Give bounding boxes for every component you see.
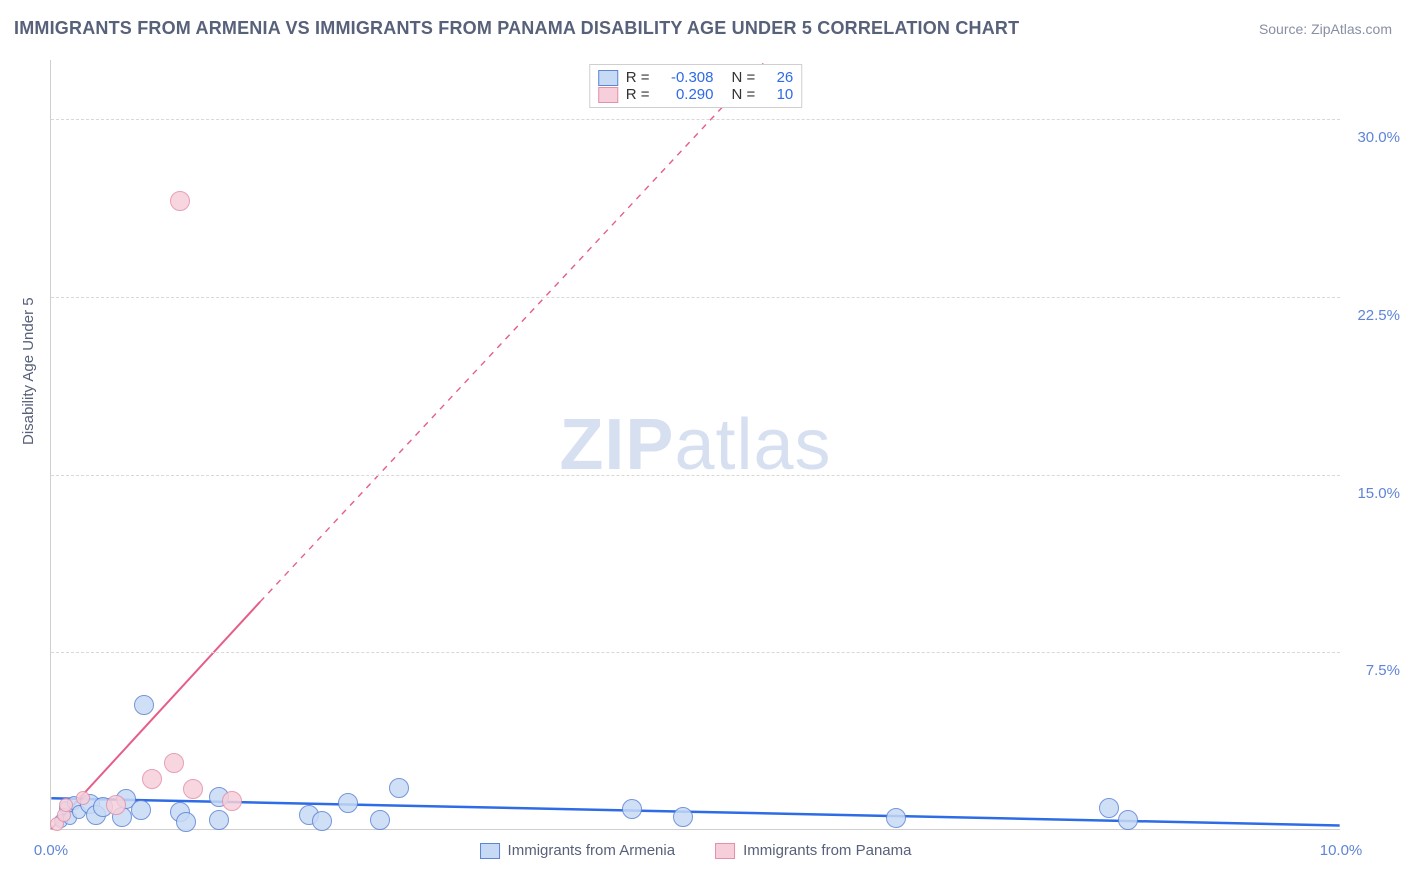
chart-header: IMMIGRANTS FROM ARMENIA VS IMMIGRANTS FR… (14, 18, 1392, 39)
data-point-armenia[interactable] (370, 810, 390, 830)
stats-legend: R = -0.308 N = 26 R = 0.290 N = 10 (589, 64, 803, 108)
data-point-panama[interactable] (142, 769, 162, 789)
gridline (51, 652, 1340, 653)
swatch-icon (598, 87, 618, 103)
legend-entry-armenia[interactable]: Immigrants from Armenia (480, 842, 676, 859)
y-tick-label: 22.5% (1348, 307, 1400, 324)
y-axis-title: Disability Age Under 5 (20, 297, 37, 445)
data-point-armenia[interactable] (131, 800, 151, 820)
data-point-armenia[interactable] (886, 808, 906, 828)
data-point-panama[interactable] (164, 753, 184, 773)
chart-title: IMMIGRANTS FROM ARMENIA VS IMMIGRANTS FR… (14, 18, 1019, 39)
data-point-panama[interactable] (183, 779, 203, 799)
data-point-armenia[interactable] (1099, 798, 1119, 818)
x-tick-label: 10.0% (1320, 842, 1363, 859)
data-point-armenia[interactable] (1118, 810, 1138, 830)
y-tick-label: 15.0% (1348, 485, 1400, 502)
data-point-panama[interactable] (222, 791, 242, 811)
x-tick-label: 0.0% (34, 842, 68, 859)
gridline (51, 119, 1340, 120)
data-point-panama[interactable] (76, 791, 90, 805)
data-point-panama[interactable] (170, 191, 190, 211)
n-value: 26 (763, 69, 793, 86)
data-point-armenia[interactable] (389, 778, 409, 798)
n-label: N = (732, 69, 756, 86)
source-name: ZipAtlas.com (1311, 21, 1392, 37)
swatch-icon (598, 70, 618, 86)
stats-row-panama: R = 0.290 N = 10 (598, 86, 794, 103)
chart-source: Source: ZipAtlas.com (1259, 21, 1392, 37)
data-point-armenia[interactable] (338, 793, 358, 813)
data-point-armenia[interactable] (134, 695, 154, 715)
data-point-armenia[interactable] (176, 812, 196, 832)
plot-area: ZIPatlas R =-0.308N =26R =0.290N =10 Imm… (50, 60, 1340, 830)
data-point-armenia[interactable] (209, 810, 229, 830)
y-tick-label: 7.5% (1348, 662, 1400, 679)
series-legend: Immigrants from Armenia Immigrants from P… (480, 842, 912, 859)
gridline (51, 297, 1340, 298)
n-label: N = (732, 86, 756, 103)
data-point-armenia[interactable] (622, 799, 642, 819)
gridline (51, 475, 1340, 476)
r-label: R = (626, 69, 650, 86)
swatch-icon (715, 843, 735, 859)
r-label: R = (626, 86, 650, 103)
data-point-armenia[interactable] (673, 807, 693, 827)
source-prefix: Source: (1259, 21, 1311, 37)
y-tick-label: 30.0% (1348, 129, 1400, 146)
r-value: 0.290 (658, 86, 714, 103)
legend-label: Immigrants from Panama (743, 842, 911, 859)
swatch-icon (480, 843, 500, 859)
watermark: ZIPatlas (559, 404, 831, 486)
legend-label: Immigrants from Armenia (508, 842, 676, 859)
legend-entry-panama[interactable]: Immigrants from Panama (715, 842, 911, 859)
r-value: -0.308 (658, 69, 714, 86)
data-point-panama[interactable] (106, 795, 126, 815)
data-point-panama[interactable] (59, 798, 73, 812)
stats-row-armenia: R = -0.308 N = 26 (598, 69, 794, 86)
data-point-armenia[interactable] (312, 811, 332, 831)
trend-lines-layer (51, 60, 1340, 829)
n-value: 10 (763, 86, 793, 103)
